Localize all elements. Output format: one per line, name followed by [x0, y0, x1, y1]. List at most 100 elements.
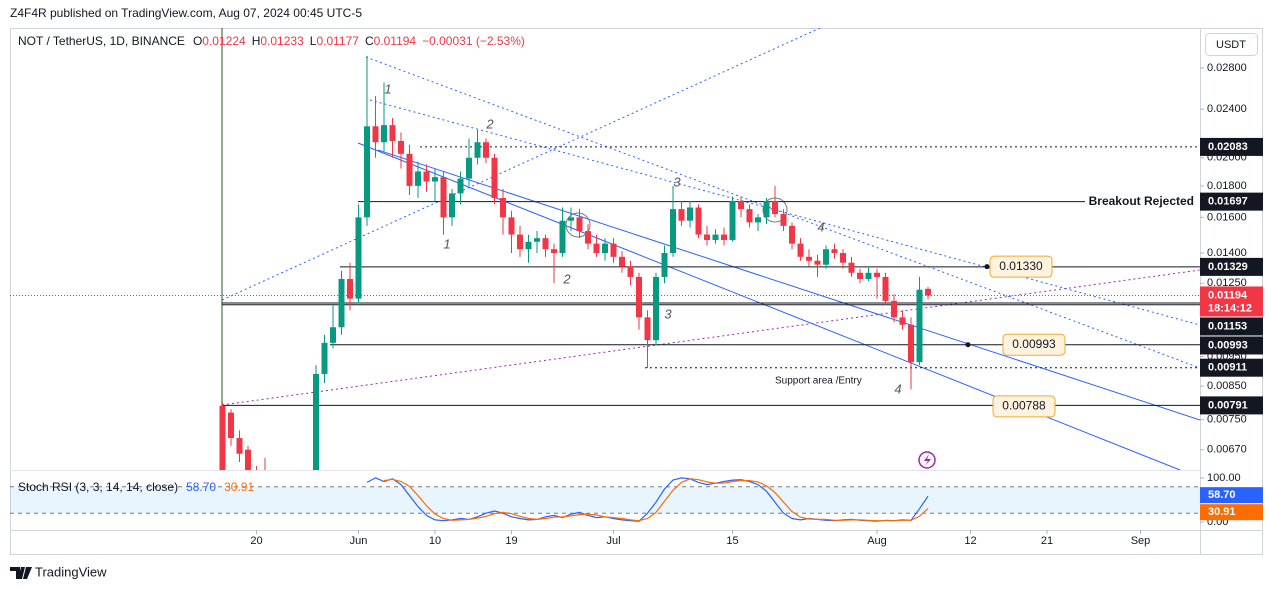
x-tick-label: Sep: [1131, 535, 1151, 547]
ohlc-letter: H: [252, 34, 261, 48]
channel-line: [377, 149, 1200, 421]
candle-body: [789, 225, 795, 244]
candle-body: [848, 262, 855, 273]
price-label-box: [1200, 396, 1263, 415]
candle-body: [721, 234, 727, 240]
candle-body: [406, 153, 413, 186]
price-label-box: [1200, 286, 1263, 317]
candle-body: [491, 157, 498, 199]
wave-label: 1: [384, 81, 391, 96]
currency: USDT: [1216, 39, 1246, 51]
candle-body: [831, 249, 838, 253]
ohlc-letter: L: [310, 34, 317, 48]
stoch-pane: [10, 477, 1200, 522]
price-label: 0.02083: [1208, 141, 1248, 153]
ohlc-value: 0.01224: [202, 34, 246, 48]
ohlc-letter: C: [365, 34, 374, 48]
candle-body: [899, 317, 906, 325]
y-tick-label: 0.00670: [1207, 444, 1247, 456]
price-label-box: [1200, 257, 1263, 276]
candle-body: [313, 373, 319, 470]
event-icon-bolt: [924, 454, 931, 466]
callout-label: 0.01330: [999, 259, 1043, 273]
candle-body: [559, 220, 566, 253]
candle-body: [619, 256, 625, 267]
brand-logo: [10, 567, 32, 579]
wave-label: 4: [817, 219, 824, 234]
candle-body: [415, 171, 421, 186]
y-tick-label: 0.01800: [1207, 180, 1247, 192]
candle-body: [891, 300, 897, 318]
stoch-line: [383, 478, 929, 522]
candle-body: [236, 438, 243, 454]
price-label-box: [1200, 137, 1263, 156]
candle-body: [228, 412, 234, 439]
candle-body: [610, 243, 617, 257]
candle-body: [508, 217, 515, 235]
candle-body: [874, 272, 880, 277]
candle-body: [823, 249, 829, 265]
ohlc-letter: O: [193, 34, 202, 48]
candle-body: [738, 201, 744, 210]
candle-body: [423, 171, 430, 182]
wave-label: 2: [485, 116, 494, 131]
stoch-d-value: 30.91: [224, 480, 254, 494]
candle-body: [542, 238, 549, 250]
price-label: 0.01194: [1208, 289, 1248, 301]
x-tick-label: 21: [1041, 535, 1053, 547]
x-tick-label: 15: [726, 535, 738, 547]
candle-body: [916, 289, 923, 363]
candle-body: [364, 126, 370, 218]
candle-body: [440, 177, 447, 218]
stoch-k-value: 58.70: [186, 480, 216, 494]
candle-body: [806, 256, 812, 261]
price-label: 30.91: [1208, 506, 1236, 518]
candle-body: [695, 207, 702, 235]
drawings: [221, 28, 1200, 470]
candle-body: [797, 243, 804, 257]
candle-body: [432, 177, 438, 182]
y-tick-label: 0.01400: [1207, 247, 1247, 259]
candle-body: [840, 252, 846, 263]
candle-body: [636, 276, 642, 318]
candle-body: [644, 317, 651, 341]
candle-body: [593, 243, 600, 253]
price-label-box: [1200, 358, 1263, 377]
x-tick-label: 10: [429, 535, 441, 547]
wave-label: 1: [443, 236, 450, 251]
candle-body: [729, 201, 736, 240]
price-pane: Breakout Rejected 0.01330 0.00993 0.00788 Su…: [10, 55, 1200, 470]
candle-body: [704, 234, 710, 240]
candle-body: [330, 327, 336, 343]
candle-body: [882, 276, 889, 301]
price-label-box: [1200, 504, 1263, 521]
candle-body: [908, 324, 914, 363]
x-tick-label: 12: [964, 535, 976, 547]
axes: 0.028000.024000.020000.018000.016000.014…: [250, 62, 1263, 547]
candle-body: [585, 231, 591, 244]
candle-body: [755, 217, 761, 223]
candle-body: [602, 243, 608, 253]
x-tick-label: Jul: [606, 535, 620, 547]
candle-body: [746, 209, 753, 223]
candle-body: [245, 449, 251, 470]
candle-body: [534, 238, 540, 242]
callout-box: [1002, 333, 1066, 356]
candle-body: [925, 288, 931, 296]
callout-label: 0.00993: [1012, 337, 1056, 351]
stoch-title: Stoch RSI (3, 3, 14, 14, close): [18, 480, 178, 494]
ohlc-value: 0.01233: [260, 34, 304, 48]
wave-label: 3: [664, 306, 672, 321]
publisher: Z4F4R published on TradingView.com, Aug …: [10, 6, 362, 20]
wave-label: 4: [894, 381, 901, 396]
candle-body: [687, 207, 693, 221]
candle-body: [653, 276, 659, 341]
trend-line: [221, 28, 821, 301]
candle-body: [219, 405, 226, 470]
event-icon[interactable]: [918, 451, 936, 469]
currency-button[interactable]: [1205, 33, 1258, 56]
candle-body: [627, 266, 634, 277]
y-tick-label: 0.02400: [1207, 103, 1247, 115]
annotation: Support area /Entry: [775, 376, 862, 387]
callout-box: [989, 255, 1053, 278]
